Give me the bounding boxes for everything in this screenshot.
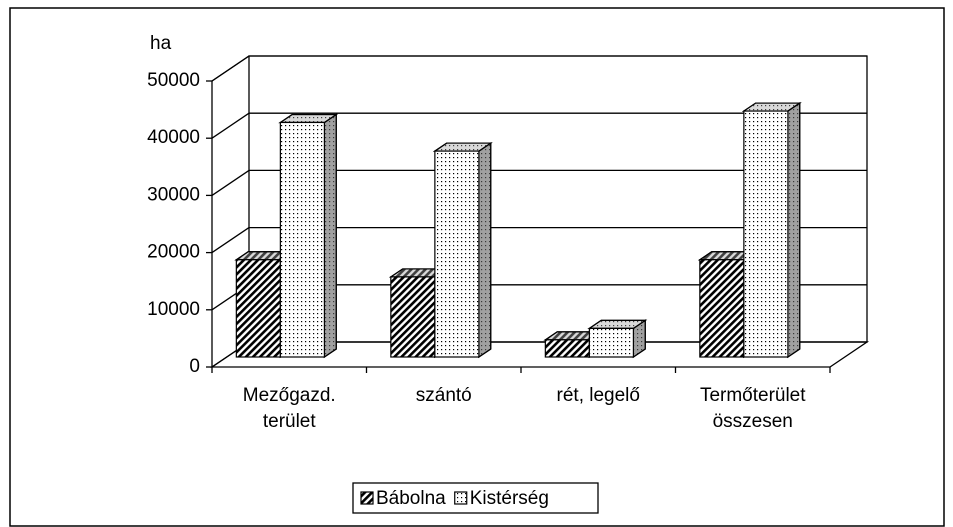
legend-label: Kistérség [470, 488, 549, 509]
legend-box [352, 482, 599, 514]
y-axis-label: ha [150, 33, 172, 54]
y-tick-label: 40000 [147, 127, 200, 148]
grid-line [211, 112, 250, 139]
x-tick-label: szántó [416, 385, 472, 406]
bar [699, 259, 745, 358]
y-tick-label: 10000 [147, 299, 200, 320]
bar [390, 276, 436, 358]
bar [279, 121, 326, 358]
y-tick-label: 20000 [147, 242, 200, 263]
grid-line [211, 227, 250, 254]
grid-line [211, 169, 250, 196]
x-tick-label: Termőterület [700, 385, 806, 406]
bar-side-shade [787, 101, 801, 359]
bar-side-shade [323, 113, 337, 359]
bar [743, 110, 789, 358]
y-tick-label: 0 [189, 356, 200, 377]
bar [434, 150, 480, 358]
x-tick-label: összesen [713, 411, 793, 432]
bar [588, 327, 635, 358]
y-tick-label: 30000 [147, 184, 200, 205]
legend-swatch [454, 491, 468, 505]
bar [235, 259, 281, 358]
y-tick-label: 50000 [147, 70, 200, 91]
grid-line [211, 55, 250, 82]
x-tick-label: Mezőgazd. [243, 385, 336, 406]
legend-label: Bábolna [376, 488, 446, 509]
x-tick-label: terület [263, 411, 317, 432]
bar [544, 339, 590, 358]
legend-swatch [360, 491, 374, 505]
x-tick-label: rét, legelő [557, 385, 640, 406]
bar-side-shade [478, 141, 492, 359]
